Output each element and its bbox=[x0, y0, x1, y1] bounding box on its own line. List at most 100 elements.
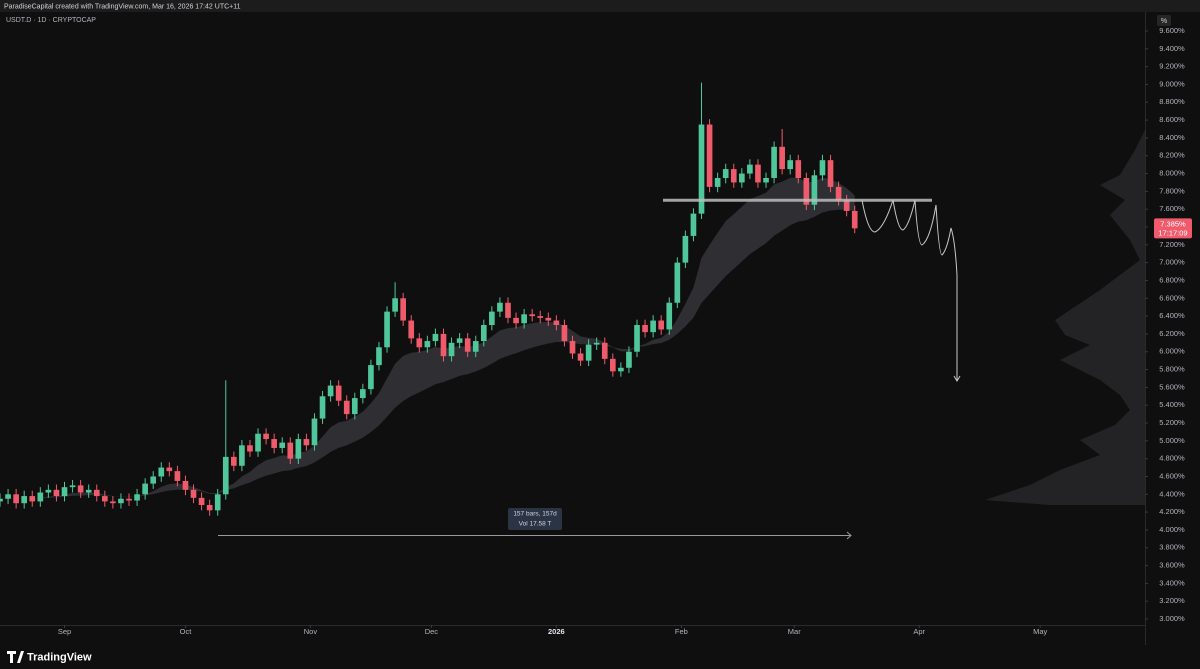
y-tick-label: 3.000% bbox=[1159, 614, 1185, 623]
candle-body bbox=[472, 341, 479, 352]
price-label-box bbox=[1154, 218, 1192, 239]
candle-body bbox=[489, 311, 495, 326]
candle-body bbox=[763, 177, 769, 183]
volume-profile bbox=[985, 130, 1145, 505]
candle-body bbox=[222, 456, 229, 495]
candle-body bbox=[779, 146, 785, 170]
candle-body bbox=[505, 302, 511, 318]
candle-body bbox=[601, 342, 608, 359]
plot-area bbox=[0, 82, 858, 516]
candle-body bbox=[182, 480, 189, 490]
x-tick-label: Dec bbox=[425, 627, 439, 636]
x-tick-label: 2026 bbox=[548, 627, 565, 636]
y-tick-label: 4.200% bbox=[1159, 507, 1185, 516]
price-label: 7.385% bbox=[1160, 219, 1186, 228]
credit: ParadiseCapital created with TradingView… bbox=[4, 3, 241, 10]
candle-body bbox=[335, 385, 342, 401]
candle-body bbox=[529, 314, 536, 317]
measure-bars: 157 bars, 157d bbox=[513, 511, 557, 518]
candle-body bbox=[843, 200, 850, 211]
scale-mode[interactable]: % bbox=[1161, 18, 1167, 25]
candle-body bbox=[343, 400, 350, 415]
candle-body bbox=[287, 442, 294, 459]
candle-body bbox=[634, 325, 640, 352]
candle-body bbox=[497, 302, 503, 312]
candle-body bbox=[722, 169, 729, 178]
candle-body bbox=[537, 316, 544, 318]
candle-body bbox=[263, 433, 269, 440]
y-tick-label: 4.600% bbox=[1159, 471, 1185, 480]
candle-body bbox=[771, 146, 777, 178]
candle-body bbox=[819, 160, 826, 176]
candle-body bbox=[545, 317, 552, 321]
candle-body bbox=[174, 471, 181, 481]
candle-body bbox=[424, 341, 431, 348]
y-tick-label: 5.800% bbox=[1159, 365, 1185, 374]
candle-body bbox=[835, 186, 842, 201]
y-tick-label: 7.600% bbox=[1159, 204, 1185, 213]
candle-body bbox=[166, 467, 173, 472]
candle-body bbox=[400, 298, 406, 321]
y-tick-label: 3.800% bbox=[1159, 543, 1185, 552]
brand: TradingView bbox=[27, 651, 92, 663]
x-tick-label: Sep bbox=[58, 627, 71, 636]
x-tick-label: May bbox=[1033, 627, 1047, 636]
y-tick-label: 7.000% bbox=[1159, 258, 1185, 267]
candle-body bbox=[577, 353, 584, 361]
candle-body bbox=[480, 325, 487, 342]
candle-body bbox=[827, 160, 834, 187]
candle-body bbox=[319, 396, 326, 419]
x-tick-label: Mar bbox=[788, 627, 801, 636]
candle-body bbox=[351, 398, 358, 415]
candle-body bbox=[279, 442, 286, 448]
candle-body bbox=[658, 320, 665, 330]
y-tick-label: 5.600% bbox=[1159, 382, 1185, 391]
candle-body bbox=[327, 385, 334, 397]
brand-logo bbox=[7, 651, 24, 663]
candle-body bbox=[618, 367, 624, 372]
candle-body bbox=[384, 311, 390, 348]
candle-body bbox=[706, 124, 713, 187]
candle-body bbox=[0, 498, 3, 502]
footer bbox=[0, 645, 1200, 669]
y-tick-label: 3.400% bbox=[1159, 578, 1185, 587]
candle-body bbox=[408, 320, 415, 339]
candle-body bbox=[29, 496, 36, 502]
candle-body bbox=[198, 497, 205, 505]
y-tick-label: 8.600% bbox=[1159, 115, 1185, 124]
candle-body bbox=[295, 439, 302, 459]
candle-body bbox=[666, 302, 673, 330]
ema-band bbox=[0, 177, 855, 499]
y-tick-label: 8.000% bbox=[1159, 169, 1185, 178]
candle-body bbox=[206, 504, 213, 511]
y-tick-label: 5.200% bbox=[1159, 418, 1185, 427]
candle-body bbox=[553, 320, 560, 326]
candle-body bbox=[13, 494, 19, 504]
candle-body bbox=[21, 496, 28, 504]
candle-body bbox=[585, 344, 592, 361]
candle-body bbox=[150, 476, 157, 484]
candle-body bbox=[464, 338, 471, 352]
candle-body bbox=[142, 483, 148, 495]
candle-body bbox=[730, 169, 737, 183]
y-tick-label: 6.200% bbox=[1159, 329, 1185, 338]
candle-body bbox=[569, 341, 576, 354]
y-tick-label: 3.600% bbox=[1159, 561, 1185, 570]
candle-body bbox=[642, 325, 648, 333]
candle-body bbox=[795, 160, 802, 178]
y-tick-label: 4.400% bbox=[1159, 489, 1185, 498]
candle-body bbox=[360, 389, 366, 399]
candle-body bbox=[376, 347, 382, 366]
projection-path bbox=[861, 199, 958, 380]
candle-body bbox=[440, 333, 447, 357]
y-tick-label: 6.000% bbox=[1159, 347, 1185, 356]
scale-button[interactable] bbox=[1157, 15, 1171, 26]
y-tick-label: 9.400% bbox=[1159, 44, 1185, 53]
candle-body bbox=[787, 160, 794, 170]
candle-body bbox=[5, 494, 11, 499]
candle-body bbox=[448, 342, 455, 357]
candle-body bbox=[513, 317, 519, 324]
